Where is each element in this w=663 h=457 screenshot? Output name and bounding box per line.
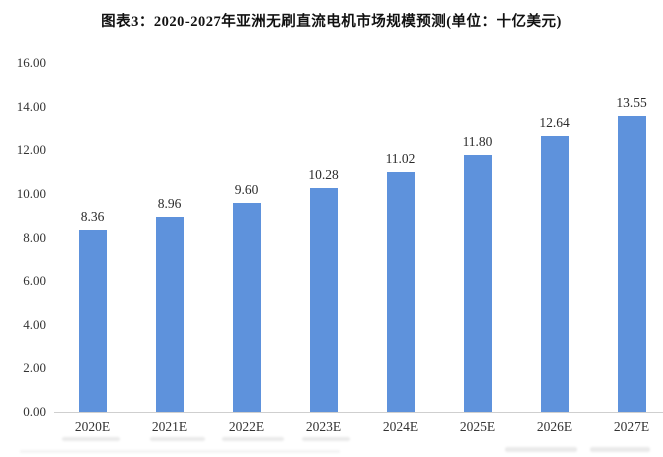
x-tick-label: 2020E bbox=[74, 419, 111, 434]
bar-column-2022E: 9.60 bbox=[208, 63, 285, 412]
bar-value-label: 11.80 bbox=[462, 134, 493, 149]
bar-column-2026E: 12.64 bbox=[516, 63, 593, 412]
x-tick-label: 2026E bbox=[536, 419, 573, 434]
bar-value-label: 12.64 bbox=[539, 115, 570, 130]
x-tick-label: 2022E bbox=[228, 419, 265, 434]
y-tick-label: 16.00 bbox=[16, 55, 46, 70]
bar bbox=[617, 116, 646, 412]
y-tick-label: 4.00 bbox=[23, 316, 46, 332]
bar bbox=[155, 217, 184, 412]
bar-column-2023E: 10.28 bbox=[285, 63, 362, 412]
x-tick-label: 2023E bbox=[305, 419, 342, 434]
bar bbox=[78, 230, 107, 412]
bar-value-label: 13.55 bbox=[616, 95, 647, 110]
chart-title: 图表3：2020-2027年亚洲无刷直流电机市场规模预测(单位：十亿美元) bbox=[101, 14, 562, 30]
bar-column-2027E: 13.55 bbox=[593, 63, 663, 412]
y-tick-label: 14.00 bbox=[16, 98, 46, 114]
x-tick-label: 2021E bbox=[151, 419, 188, 434]
x-tick-label: 2024E bbox=[382, 419, 419, 434]
bar-value-label: 8.36 bbox=[80, 209, 105, 224]
bar bbox=[386, 172, 415, 412]
bar-column-2021E: 8.96 bbox=[131, 63, 208, 412]
x-tick-label: 2025E bbox=[459, 419, 496, 434]
bar bbox=[309, 188, 338, 412]
y-tick-label: 2.00 bbox=[23, 360, 46, 376]
bar bbox=[232, 203, 261, 412]
bar-value-label: 10.28 bbox=[308, 167, 339, 182]
bar-value-label: 9.60 bbox=[234, 182, 259, 197]
bar bbox=[463, 155, 492, 412]
x-tick-label: 2027E bbox=[613, 419, 650, 434]
y-tick-label: 8.00 bbox=[23, 229, 46, 245]
bar-value-label: 8.96 bbox=[157, 196, 182, 211]
x-axis-line bbox=[54, 412, 663, 413]
y-tick-label: 10.00 bbox=[16, 185, 46, 201]
y-tick-label: 12.00 bbox=[16, 142, 46, 158]
bar bbox=[540, 136, 569, 412]
y-tick-label: 0.00 bbox=[23, 404, 46, 419]
bar-value-label: 11.02 bbox=[385, 151, 416, 166]
bar-column-2024E: 11.02 bbox=[362, 63, 439, 412]
y-tick-label: 6.00 bbox=[23, 273, 46, 289]
bar-column-2025E: 11.80 bbox=[439, 63, 516, 412]
bar-column-2020E: 8.36 bbox=[54, 63, 131, 412]
